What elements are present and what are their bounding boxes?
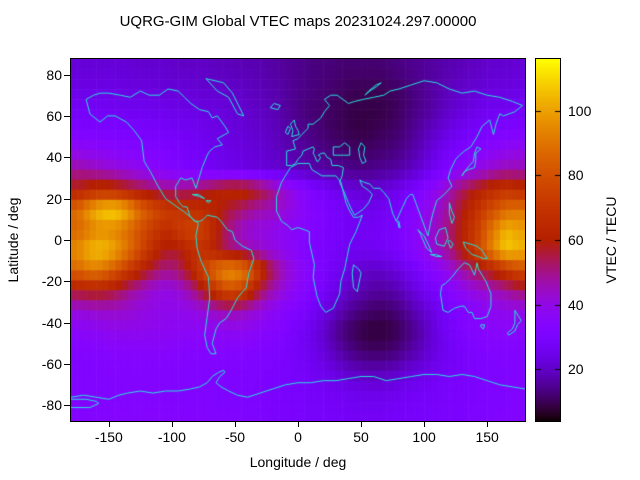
- x-tick-label: 50: [353, 429, 369, 445]
- colorbar-gradient-canvas: [536, 59, 560, 421]
- y-tick-label: 20: [46, 190, 62, 207]
- x-axis-label: Longitude / deg: [249, 454, 347, 470]
- y-tick-label: 40: [46, 149, 62, 166]
- y-tick-mark: [64, 157, 70, 159]
- x-tick-mark: [171, 422, 173, 427]
- x-tick-mark: [234, 422, 236, 427]
- x-tick-label: 0: [294, 429, 302, 445]
- x-tick-mark: [424, 422, 426, 427]
- x-tick-label: -100: [157, 429, 186, 445]
- y-tick-label: -80: [41, 397, 62, 414]
- colorbar-tick-label: 20: [568, 361, 584, 378]
- y-tick-label: -60: [41, 356, 62, 373]
- vtec-heatmap-canvas: [71, 59, 525, 421]
- x-tick-mark: [361, 422, 363, 427]
- x-tick-label: 100: [412, 429, 436, 445]
- x-tick-mark: [487, 422, 489, 427]
- y-tick-mark: [64, 322, 70, 324]
- y-tick-label: 60: [46, 107, 62, 124]
- chart-title: UQRG-GIM Global VTEC maps 20231024.297.0…: [119, 13, 477, 30]
- x-tick-label: -50: [224, 429, 246, 445]
- colorbar: [535, 58, 561, 422]
- y-tick-mark: [64, 364, 70, 366]
- y-tick-label: 80: [46, 66, 62, 83]
- colorbar-tick-label: 40: [568, 296, 584, 313]
- y-tick-mark: [64, 74, 70, 76]
- y-tick-label: -20: [41, 273, 62, 290]
- colorbar-tick-label: 80: [568, 167, 584, 184]
- y-tick-label: 0: [54, 232, 62, 248]
- y-tick-mark: [64, 115, 70, 117]
- x-tick-mark: [298, 422, 299, 427]
- x-tick-mark: [108, 422, 110, 427]
- y-tick-mark: [64, 281, 70, 283]
- colorbar-tick-label: 60: [568, 232, 584, 248]
- colorbar-tick-label: 100: [568, 102, 592, 119]
- y-axis-label: Latitude / deg: [5, 197, 21, 283]
- y-tick-mark: [64, 405, 70, 407]
- y-tick-mark: [64, 198, 70, 200]
- map-plot-area: [70, 58, 526, 422]
- y-tick-mark: [64, 240, 70, 241]
- x-tick-label: -150: [94, 429, 123, 445]
- y-tick-label: -40: [41, 314, 62, 331]
- x-tick-label: 150: [475, 429, 499, 445]
